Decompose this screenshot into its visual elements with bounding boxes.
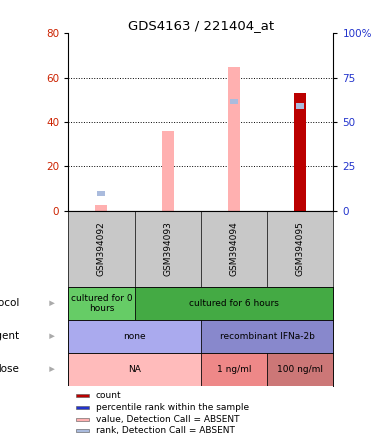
Bar xyxy=(201,353,267,386)
Text: NA: NA xyxy=(128,365,141,374)
Text: none: none xyxy=(123,332,146,341)
Text: count: count xyxy=(96,391,122,400)
Bar xyxy=(230,99,238,104)
Text: agent: agent xyxy=(0,331,19,341)
Text: growth protocol: growth protocol xyxy=(0,298,19,308)
Bar xyxy=(68,287,135,320)
Text: cultured for 0
hours: cultured for 0 hours xyxy=(71,293,132,313)
Bar xyxy=(96,205,107,211)
Title: GDS4163 / 221404_at: GDS4163 / 221404_at xyxy=(128,19,274,32)
Bar xyxy=(76,394,89,397)
Bar xyxy=(68,353,201,386)
Bar xyxy=(162,131,174,211)
Text: value, Detection Call = ABSENT: value, Detection Call = ABSENT xyxy=(96,415,239,424)
Text: percentile rank within the sample: percentile rank within the sample xyxy=(96,403,249,412)
Text: cultured for 6 hours: cultured for 6 hours xyxy=(189,299,279,308)
Text: rank, Detection Call = ABSENT: rank, Detection Call = ABSENT xyxy=(96,426,235,436)
Text: GSM394092: GSM394092 xyxy=(97,222,106,276)
Bar xyxy=(76,406,89,409)
Bar xyxy=(201,320,333,353)
Bar xyxy=(76,429,89,432)
Bar xyxy=(135,287,333,320)
Bar xyxy=(228,67,240,211)
Bar xyxy=(76,418,89,420)
Text: dose: dose xyxy=(0,364,19,374)
Text: 1 ng/ml: 1 ng/ml xyxy=(217,365,251,374)
Bar xyxy=(68,320,201,353)
Bar xyxy=(294,93,306,211)
Text: 100 ng/ml: 100 ng/ml xyxy=(277,365,323,374)
Text: GSM394093: GSM394093 xyxy=(163,222,172,276)
Bar xyxy=(267,353,333,386)
Text: GSM394094: GSM394094 xyxy=(229,222,239,276)
Bar xyxy=(296,103,304,109)
Bar xyxy=(98,191,105,196)
Text: recombinant IFNa-2b: recombinant IFNa-2b xyxy=(220,332,315,341)
Text: GSM394095: GSM394095 xyxy=(296,222,305,276)
